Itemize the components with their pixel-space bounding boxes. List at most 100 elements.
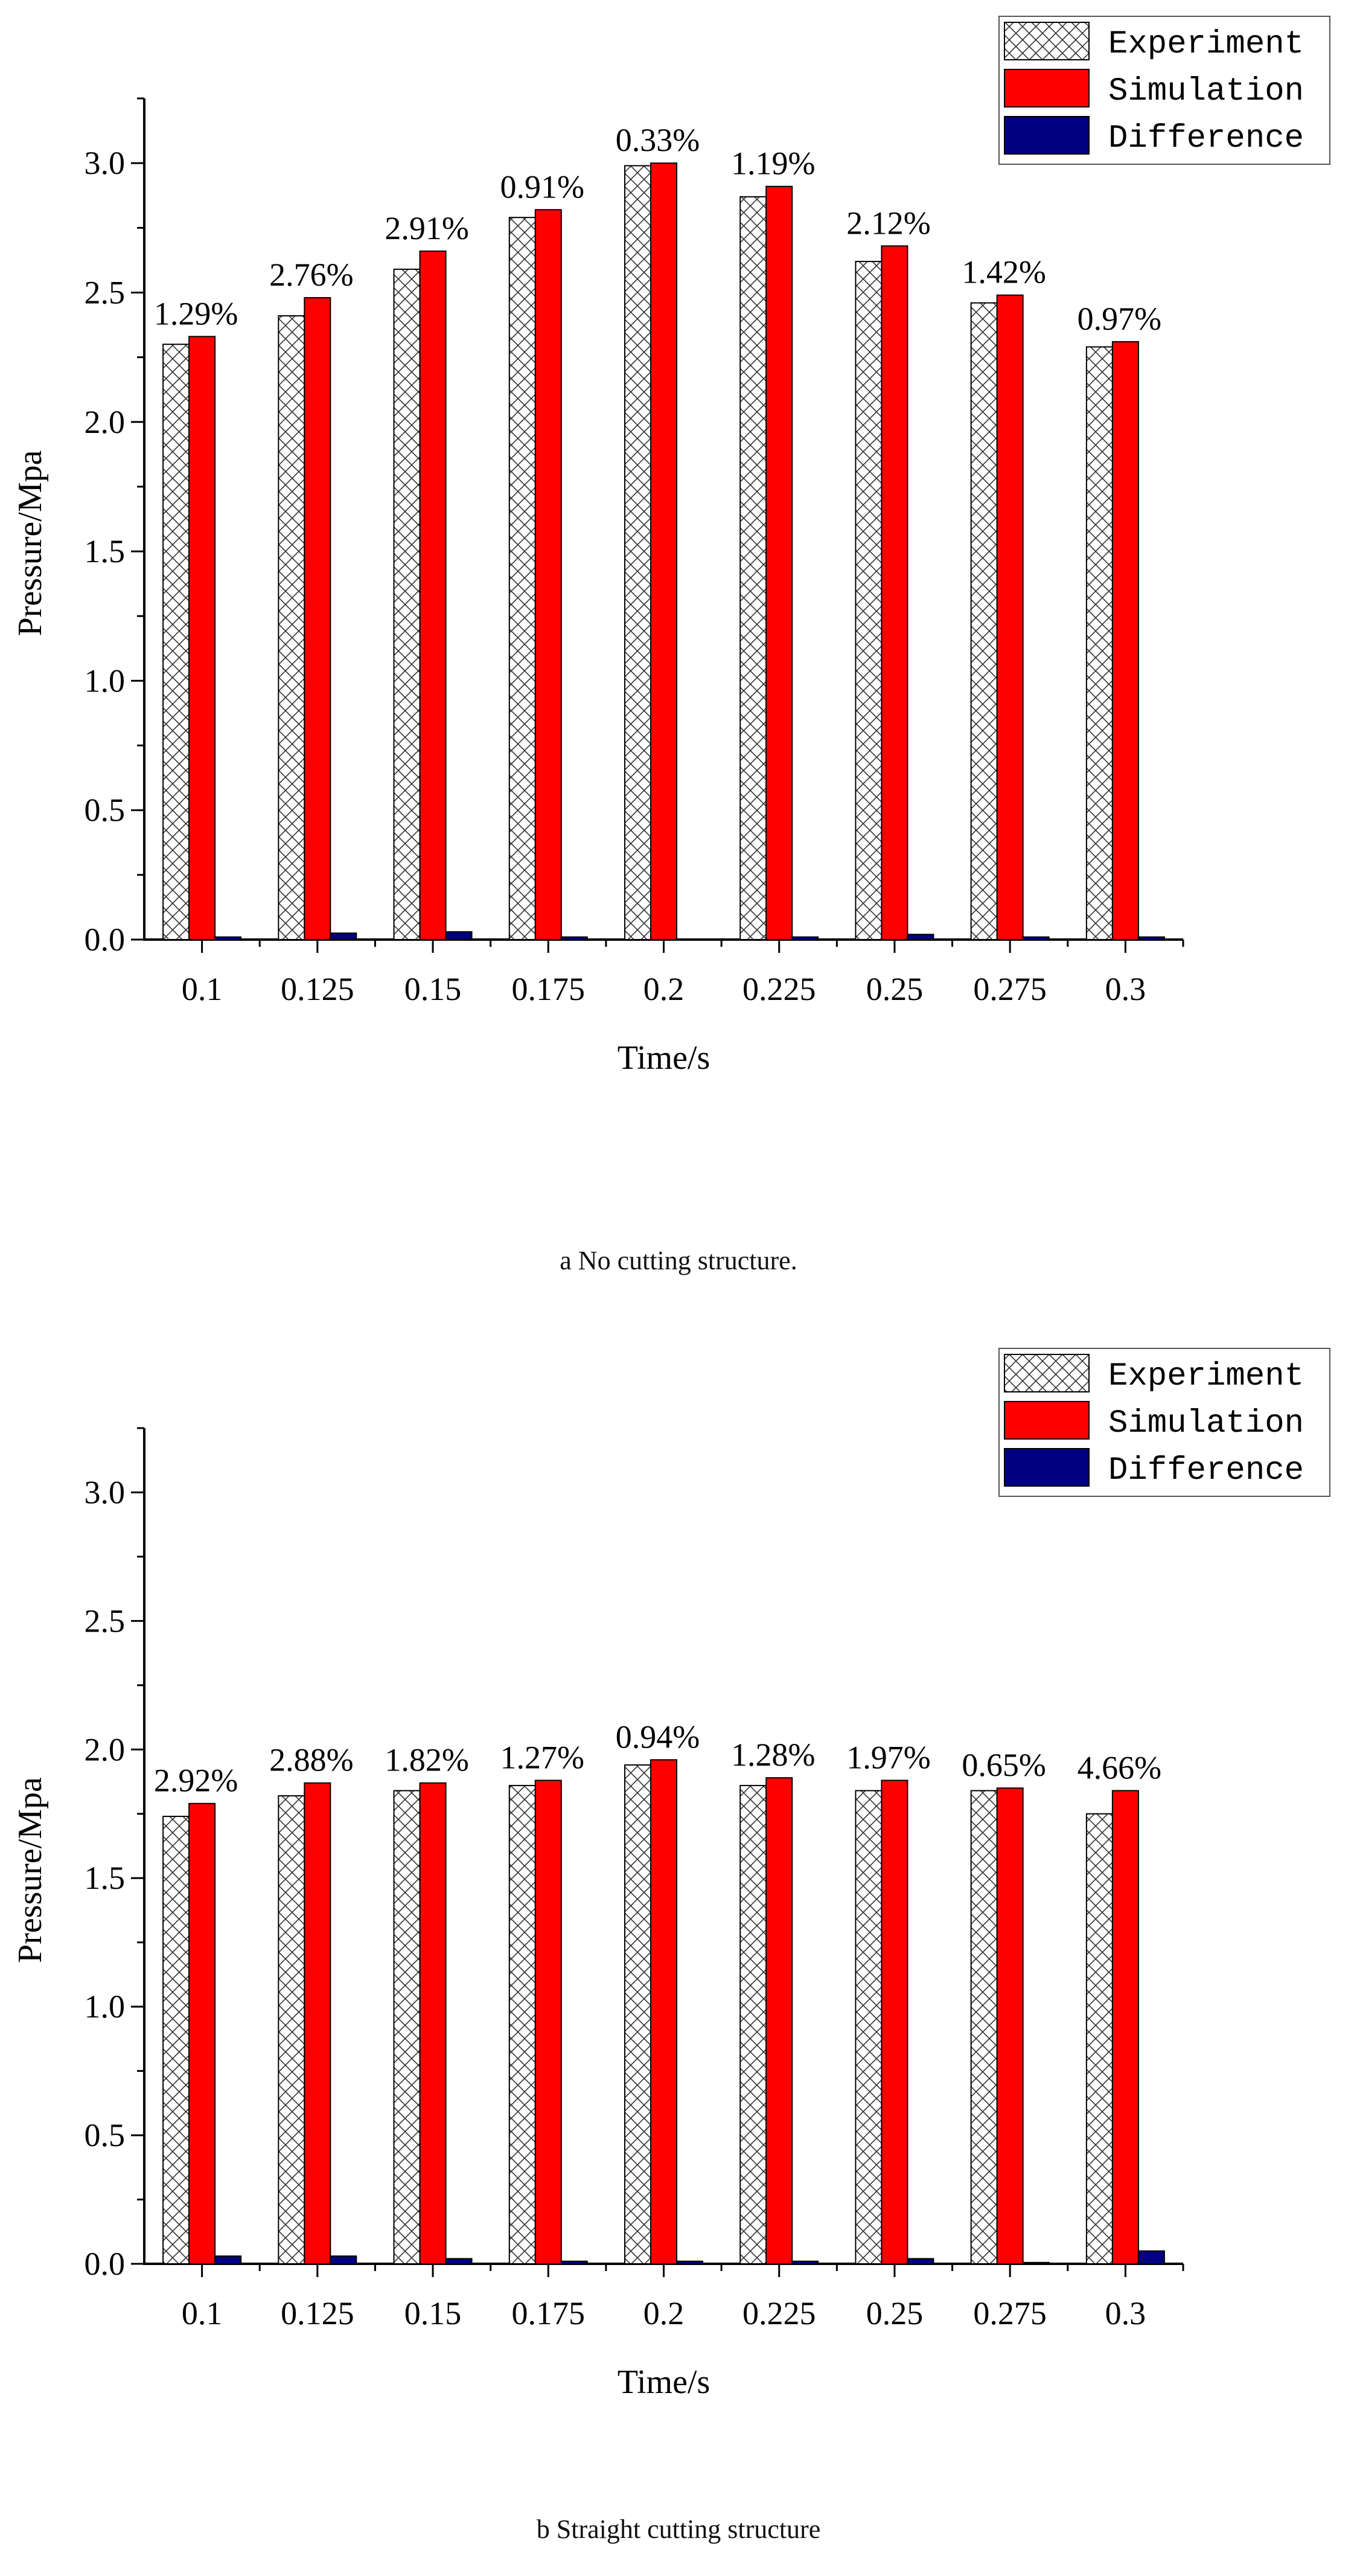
data-label: 0.33%	[616, 122, 700, 158]
bar-simulation	[534, 1780, 562, 2264]
y-tick-label: 0.5	[85, 792, 126, 828]
legend: Experiment Simulation Difference	[998, 16, 1330, 165]
data-label: 0.65%	[962, 1747, 1046, 1783]
bar-difference	[907, 934, 934, 941]
legend-swatch-experiment	[1004, 1354, 1090, 1392]
legend-label-difference: Difference	[1108, 1452, 1304, 1489]
x-tick-label: 0.3	[1105, 971, 1146, 1007]
bar-difference	[445, 2258, 473, 2264]
y-tick-label: 0.0	[85, 2246, 126, 2282]
bar-experiment	[624, 165, 651, 941]
x-tick-label: 0.15	[404, 2295, 462, 2331]
bar-experiment	[624, 1764, 651, 2264]
legend-label-simulation: Simulation	[1108, 1405, 1304, 1442]
bar-difference	[1022, 936, 1050, 941]
bar-chart-b: 0.0 0.5 1.0 1.5 2.0 2.5 3.0 Pressure/Mpa 0.1 2.92…	[11, 1348, 1330, 2401]
x-tick-label: 0.225	[742, 971, 816, 1007]
legend-swatch-experiment	[1004, 22, 1090, 60]
bar-experiment	[393, 1790, 421, 2264]
legend-label-simulation: Simulation	[1108, 73, 1304, 110]
data-label: 2.88%	[269, 1742, 353, 1778]
legend: Experiment Simulation Difference	[998, 1348, 1330, 1497]
data-label: 0.94%	[616, 1719, 700, 1755]
bar-difference	[907, 2258, 934, 2264]
y-tick-label: 1.0	[85, 662, 126, 699]
x-tick-label: 0.2	[643, 971, 685, 1007]
bar-simulation	[765, 1777, 793, 2264]
bar-experiment	[393, 268, 421, 941]
x-tick-label: 0.25	[866, 2295, 924, 2331]
data-label: 1.82%	[385, 1742, 468, 1778]
bar-difference	[1137, 2250, 1165, 2264]
bar-difference	[445, 931, 473, 940]
data-label: 0.97%	[1078, 301, 1161, 337]
bar-simulation	[419, 250, 447, 941]
bar-simulation	[765, 185, 793, 940]
x-tick-label: 0.1	[182, 971, 223, 1007]
bar-difference	[560, 936, 588, 941]
bar-experiment	[970, 1790, 998, 2264]
data-label: 1.27%	[500, 1739, 584, 1775]
data-label: 1.29%	[154, 295, 238, 332]
bar-simulation	[996, 1787, 1024, 2264]
bar-experiment	[855, 261, 883, 940]
bar-difference	[214, 936, 242, 941]
bar-difference	[330, 2255, 357, 2264]
bar-experiment	[162, 344, 190, 940]
bar-simulation	[188, 336, 216, 940]
bar-difference	[791, 936, 819, 941]
bar-experiment	[855, 1790, 883, 2264]
data-label: 0.91%	[500, 168, 584, 205]
y-tick-label: 3.0	[85, 1474, 126, 1510]
bar-experiment	[970, 302, 998, 940]
bar-experiment	[1085, 346, 1113, 940]
legend-swatch-simulation	[1004, 1401, 1090, 1440]
bar-experiment	[739, 196, 767, 940]
bar-simulation	[304, 1782, 331, 2264]
legend-swatch-difference	[1004, 1448, 1090, 1487]
y-tick-label: 0.5	[85, 2117, 126, 2153]
x-tick-label: 0.175	[512, 2295, 586, 2331]
y-tick-label: 1.0	[85, 1988, 126, 2025]
legend-swatch-simulation	[1004, 69, 1090, 107]
bar-simulation	[419, 1782, 447, 2264]
data-label: 2.12%	[846, 205, 930, 241]
bar-simulation	[996, 294, 1024, 940]
y-tick-label: 1.5	[85, 533, 126, 569]
bar-simulation	[881, 1780, 908, 2264]
legend-label-experiment: Experiment	[1108, 26, 1304, 63]
bar-experiment	[508, 1784, 536, 2264]
bar-difference	[330, 932, 357, 941]
bar-difference	[676, 938, 703, 940]
data-label: 2.91%	[385, 210, 468, 246]
y-tick-label: 2.5	[85, 1603, 126, 1639]
bar-difference	[1022, 2261, 1050, 2264]
y-tick-label: 2.0	[85, 1731, 126, 1767]
data-label: 2.92%	[154, 1763, 238, 1799]
bar-experiment	[508, 217, 536, 940]
chart-panel-a: 0.0 0.5 1.0 1.5 2.0 2.5 3.0 Pressure/Mpa 0.1 1.29…	[11, 16, 1330, 1275]
y-axis-label: Pressure/Mpa	[11, 1777, 49, 1963]
x-axis-label: Time/s	[618, 2363, 710, 2401]
bar-difference	[676, 2260, 703, 2265]
bar-simulation	[534, 209, 562, 941]
bar-simulation	[650, 162, 677, 941]
data-label: 1.28%	[731, 1737, 815, 1773]
y-tick-label: 1.5	[85, 1860, 126, 1896]
bar-experiment	[1085, 1813, 1113, 2264]
bar-experiment	[739, 1784, 767, 2264]
bar-simulation	[1111, 341, 1139, 940]
data-label: 1.19%	[731, 146, 815, 182]
data-label: 1.42%	[962, 254, 1046, 290]
y-tick-label: 3.0	[85, 145, 126, 181]
data-label: 4.66%	[1078, 1749, 1161, 1786]
y-tick-label: 2.0	[85, 404, 126, 440]
x-tick-label: 0.275	[973, 971, 1047, 1007]
bar-simulation	[1111, 1790, 1139, 2264]
y-tick-label: 0.0	[85, 921, 126, 958]
x-tick-label: 0.15	[404, 971, 462, 1007]
bar-difference	[791, 2260, 819, 2265]
legend-swatch-difference	[1004, 116, 1090, 155]
x-tick-label: 0.1	[182, 2295, 223, 2331]
bar-simulation	[881, 245, 908, 940]
